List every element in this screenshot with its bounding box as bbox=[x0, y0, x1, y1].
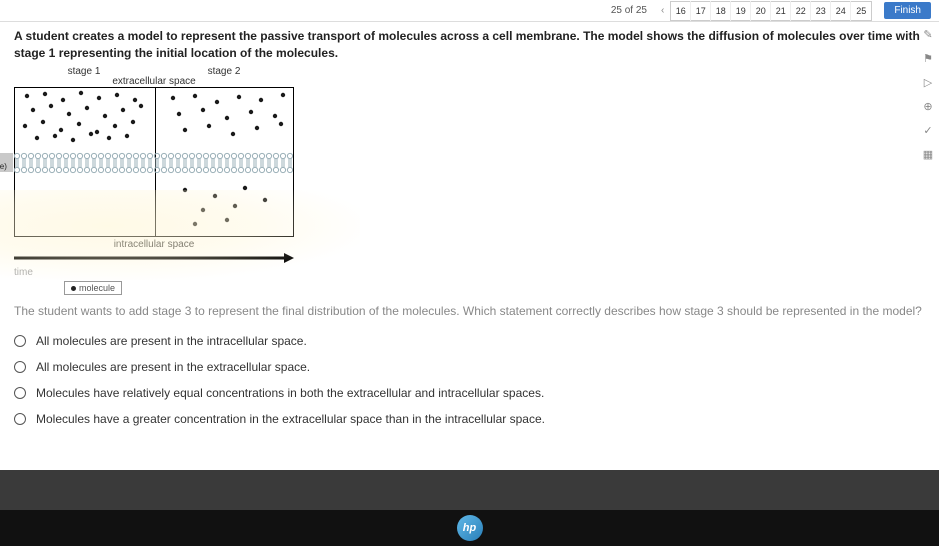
time-label: time bbox=[14, 267, 294, 278]
answer-options: All molecules are present in the intrace… bbox=[14, 334, 925, 426]
tool-icon-0[interactable]: ✎ bbox=[921, 28, 935, 42]
legend-dot-icon bbox=[71, 286, 76, 291]
cell-box: lipid bilayer (cell membrane) bbox=[14, 87, 294, 237]
radio-icon[interactable] bbox=[14, 361, 26, 373]
tool-icon-2[interactable]: ▷ bbox=[921, 76, 935, 90]
tool-icon-4[interactable]: ✓ bbox=[921, 124, 935, 138]
laptop-bezel: hp bbox=[0, 510, 939, 546]
stage1-label: stage 1 bbox=[14, 66, 154, 77]
page-num-16[interactable]: 16 bbox=[671, 1, 691, 21]
page-num-20[interactable]: 20 bbox=[751, 1, 771, 21]
top-region-dots bbox=[15, 88, 295, 144]
radio-icon[interactable] bbox=[14, 387, 26, 399]
followup-prompt: The student wants to add stage 3 to repr… bbox=[14, 304, 925, 318]
membrane-label: lipid bilayer (cell membrane) bbox=[0, 153, 13, 173]
page-num-22[interactable]: 22 bbox=[791, 1, 811, 21]
page-number-strip: 16171819202122232425 bbox=[670, 1, 872, 21]
option-text: All molecules are present in the extrace… bbox=[36, 360, 310, 374]
right-tool-strip: ✎ ⚑ ▷ ⊕ ✓ ▦ bbox=[921, 28, 935, 162]
tool-icon-1[interactable]: ⚑ bbox=[921, 52, 935, 66]
tool-icon-5[interactable]: ▦ bbox=[921, 148, 935, 162]
membrane-row: lipid bilayer (cell membrane) bbox=[0, 152, 293, 174]
page-num-24[interactable]: 24 bbox=[831, 1, 851, 21]
extracellular-label: extracellular space bbox=[14, 76, 294, 87]
page-num-17[interactable]: 17 bbox=[691, 1, 711, 21]
hp-logo-icon: hp bbox=[457, 515, 483, 541]
tool-icon-3[interactable]: ⊕ bbox=[921, 100, 935, 114]
finish-button[interactable]: Finish bbox=[884, 2, 931, 19]
stage2-label: stage 2 bbox=[154, 66, 294, 77]
bottom-region-dots bbox=[15, 180, 295, 236]
top-nav-bar: 25 of 25 ‹ 16171819202122232425 Finish bbox=[0, 0, 939, 22]
intracellular-label: intracellular space bbox=[14, 239, 294, 250]
lipid-bilayer-graphic bbox=[13, 152, 293, 174]
question-content: A student creates a model to represent t… bbox=[0, 22, 939, 470]
option-3[interactable]: Molecules have a greater concentration i… bbox=[14, 412, 925, 426]
radio-icon[interactable] bbox=[14, 335, 26, 347]
legend: molecule bbox=[64, 281, 122, 295]
option-2[interactable]: Molecules have relatively equal concentr… bbox=[14, 386, 925, 400]
page-num-25[interactable]: 25 bbox=[851, 1, 871, 21]
option-text: Molecules have a greater concentration i… bbox=[36, 412, 545, 426]
time-arrow bbox=[14, 252, 294, 264]
question-prompt: A student creates a model to represent t… bbox=[14, 28, 925, 62]
option-text: All molecules are present in the intrace… bbox=[36, 334, 307, 348]
option-1[interactable]: All molecules are present in the extrace… bbox=[14, 360, 925, 374]
question-counter: 25 of 25 bbox=[611, 5, 647, 16]
legend-label: molecule bbox=[79, 283, 115, 293]
page-num-19[interactable]: 19 bbox=[731, 1, 751, 21]
prev-button[interactable]: ‹ bbox=[655, 5, 670, 16]
page-num-18[interactable]: 18 bbox=[711, 1, 731, 21]
page-num-21[interactable]: 21 bbox=[771, 1, 791, 21]
diffusion-diagram: stage 1 stage 2 extracellular space lipi… bbox=[14, 66, 294, 296]
membrane-label-line2: (cell membrane) bbox=[0, 162, 7, 171]
option-text: Molecules have relatively equal concentr… bbox=[36, 386, 544, 400]
page-num-23[interactable]: 23 bbox=[811, 1, 831, 21]
radio-icon[interactable] bbox=[14, 413, 26, 425]
option-0[interactable]: All molecules are present in the intrace… bbox=[14, 334, 925, 348]
